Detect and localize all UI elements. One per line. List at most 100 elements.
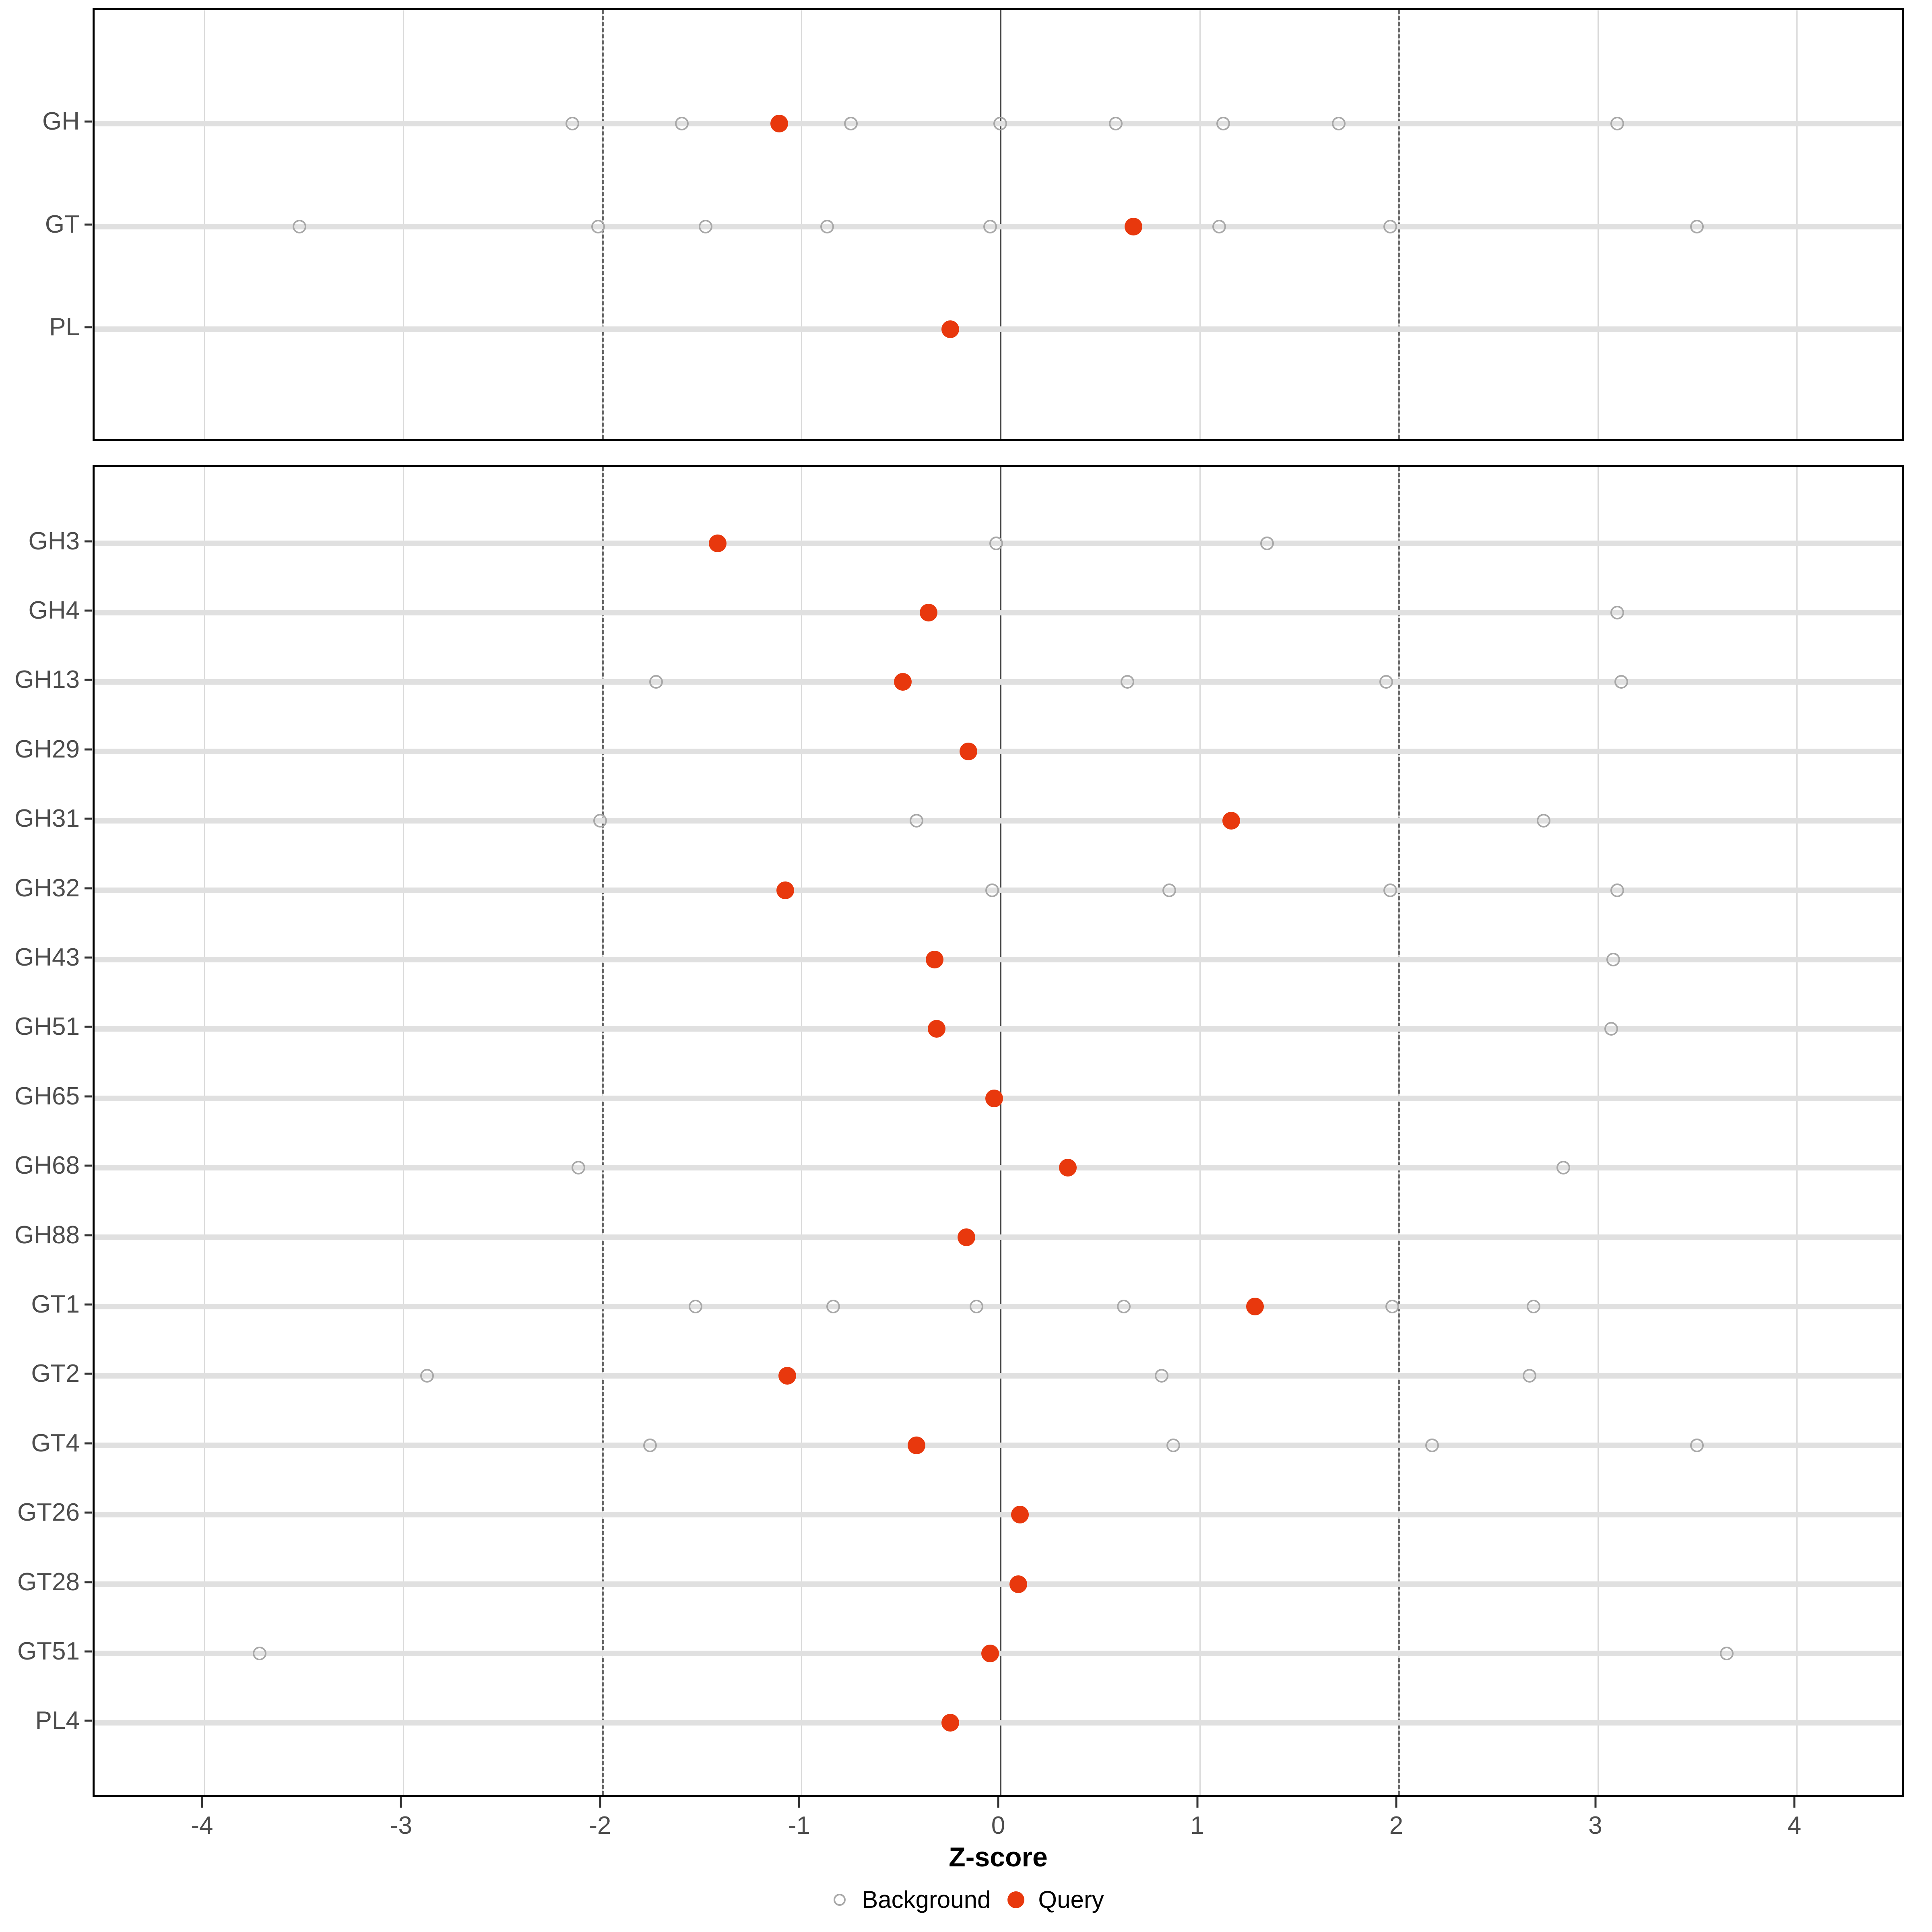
query-point [708,534,727,552]
x-axis-tick-label-4: 4 [1787,1812,1802,1839]
y-axis-tick-GH88 [85,1234,92,1236]
x-axis-title: Z-score [949,1842,1048,1872]
background-point [1527,1299,1541,1313]
gridline-x-1 [1199,467,1201,1795]
reference-line-0 [1000,467,1001,1795]
background-point [571,1161,585,1175]
background-point [844,116,858,130]
row-gridline-GT [95,223,1902,229]
background-point [1108,116,1123,130]
background-point [1606,953,1620,966]
background-point [1425,1438,1439,1452]
y-axis-tick-GH29 [85,748,92,751]
row-gridline-GH31 [95,818,1902,824]
y-axis-label-GH51: GH51 [14,1013,80,1041]
background-point [649,675,663,689]
gridline-x-4 [1796,467,1798,1795]
y-axis-label-GH29: GH29 [14,735,80,763]
background-point [1690,219,1704,233]
x-axis-tick-0 [997,1797,999,1808]
query-point [908,1436,926,1454]
y-axis-label-PL: PL [49,313,80,341]
background-point [993,116,1007,130]
y-axis-tick-GT4 [85,1442,92,1445]
background-point [969,1299,983,1313]
y-axis-tick-PL [85,326,92,328]
row-gridline-GH88 [95,1234,1902,1240]
x-axis-tick-label-0: 0 [991,1812,1005,1839]
plot-area-class [95,10,1902,439]
background-point [826,1299,840,1313]
background-point [1383,219,1397,233]
background-point [565,116,579,130]
y-axis-label-GT4: GT4 [31,1429,80,1457]
legend: Background Query [0,1880,1932,1920]
gridline-x-neg4 [204,467,205,1795]
query-point [985,1089,1003,1107]
y-axis-tick-PL4 [85,1719,92,1722]
panel-cazy-family [93,465,1904,1797]
y-axis-label-GH43: GH43 [14,943,80,971]
x-axis-tick-label-neg2: -2 [589,1812,611,1839]
y-axis-tick-GT26 [85,1511,92,1514]
row-gridline-GT1 [95,1303,1902,1309]
row-gridline-GT26 [95,1512,1902,1518]
background-point [1162,883,1177,897]
y-axis-label-GH13: GH13 [14,666,80,694]
reference-line-neg2 [602,467,604,1795]
y-axis-tick-GH43 [85,956,92,959]
query-point [776,881,794,899]
y-axis-tick-GH3 [85,540,92,543]
query-point [981,1644,999,1662]
row-gridline-GH29 [95,748,1902,754]
background-point [1556,1161,1571,1175]
background-point [1523,1369,1537,1383]
background-point [1690,1438,1704,1452]
background-point [1614,675,1628,689]
legend-item-query: Query [1004,1888,1104,1912]
x-axis-tick-neg4 [201,1797,203,1808]
row-gridline-GH13 [95,679,1902,685]
background-point [699,219,713,233]
row-gridline-GH43 [95,957,1902,962]
gridline-x-3 [1597,467,1599,1795]
background-point [1383,883,1397,897]
row-gridline-GH4 [95,610,1902,616]
background-point [1216,116,1230,130]
y-axis-tick-GH51 [85,1026,92,1028]
reference-line-2 [1398,467,1400,1795]
query-point [959,742,977,760]
x-axis-tick-label-1: 1 [1190,1812,1204,1839]
background-point [675,116,689,130]
query-point [925,951,943,968]
x-axis-tick-label-neg3: -3 [390,1812,413,1839]
query-point [1246,1297,1264,1315]
y-axis-tick-GT28 [85,1581,92,1583]
background-point [293,219,307,233]
background-point [689,1299,703,1313]
y-axis-tick-GT2 [85,1373,92,1375]
background-point [1117,1299,1131,1313]
background-point [1610,883,1624,897]
background-point [1212,219,1226,233]
y-axis-tick-GH4 [85,609,92,612]
background-point [1166,1438,1181,1452]
background-marker-icon [828,1888,851,1911]
y-axis-label-GH32: GH32 [14,874,80,902]
y-axis-label-GH3: GH3 [28,527,80,555]
row-gridline-GH51 [95,1026,1902,1032]
panel-cazy-class [93,8,1904,441]
background-point [1121,675,1135,689]
y-axis-tick-GT1 [85,1303,92,1306]
row-gridline-GT4 [95,1442,1902,1448]
x-axis-tick-4 [1793,1797,1796,1808]
background-point [1385,1299,1399,1313]
query-point [1125,217,1143,235]
y-axis-tick-GH68 [85,1164,92,1167]
background-point [985,883,999,897]
x-axis: -4 -3 -2 -1 0 1 2 3 4 [93,1797,1904,1849]
plot-area-family [95,467,1902,1795]
background-point [910,814,924,828]
query-point [941,1714,960,1732]
